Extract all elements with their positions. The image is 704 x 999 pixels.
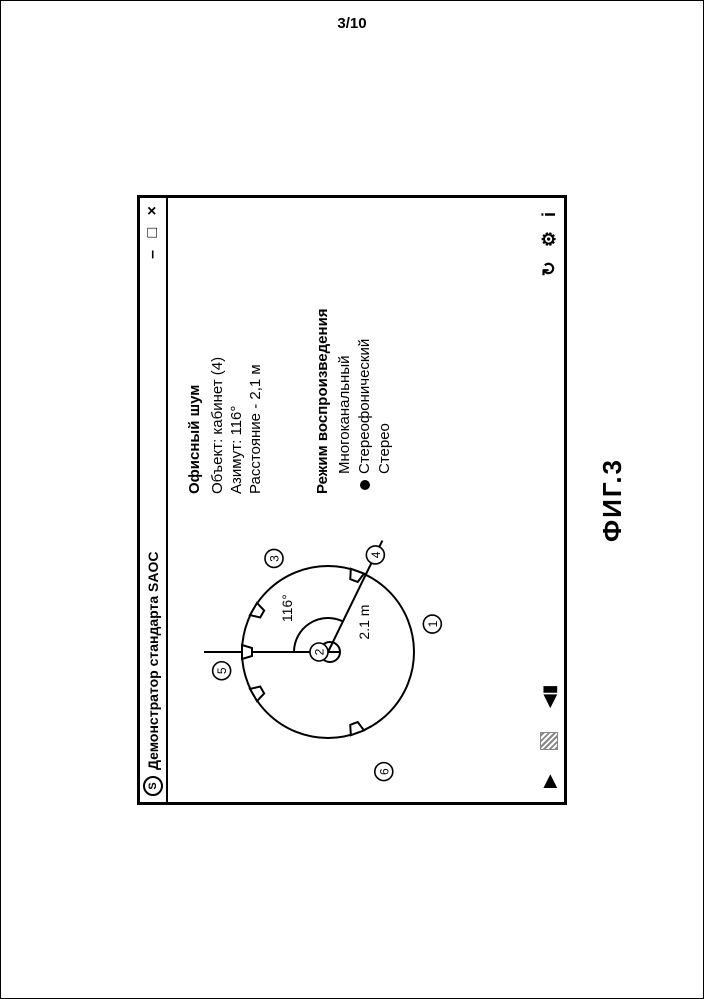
mode-label: Стерео [375, 423, 395, 474]
page-number: 3/10 [1, 15, 703, 32]
svg-text:2: 2 [313, 648, 327, 655]
info-header: Офисный шум [186, 206, 203, 494]
app-window: S Демонстратор стандарта SAOC – □ × 1 2 3 4… [137, 195, 567, 805]
svg-text:5: 5 [215, 667, 229, 674]
modes-header: Режим воспроизведения [314, 206, 331, 494]
mode-label: Стереофонический [355, 338, 375, 473]
window-body: 1 2 3 4 5 6 116° 2.1 m Офисный шум Объект: каби… [168, 198, 532, 802]
figure-caption: ФИГ.3 [597, 195, 628, 805]
page: 3/10 S Демонстратор стандарта SAOC – □ ×… [0, 0, 704, 999]
diagram-svg: 1 2 3 4 5 6 116° 2.1 m [168, 502, 528, 802]
maximize-button[interactable]: □ [144, 225, 161, 237]
mode-option[interactable]: Стерео [375, 206, 395, 490]
svg-text:1: 1 [426, 620, 440, 627]
close-button[interactable]: × [144, 204, 161, 215]
playback-modes: Режим воспроизведения Многоканальный Сте… [314, 206, 395, 494]
mode-option[interactable]: Стереофонический [355, 206, 375, 490]
mode-label: Многоканальный [335, 355, 355, 473]
footer-bar: ▶ ◀▮ ↻ ⚙ i [532, 198, 566, 802]
spatial-diagram[interactable]: 1 2 3 4 5 6 116° 2.1 m [168, 502, 532, 802]
titlebar: S Демонстратор стандарта SAOC – □ × [140, 198, 168, 802]
refresh-button[interactable]: ↻ [539, 261, 560, 276]
svg-text:3: 3 [268, 554, 282, 561]
info-azimuth: Азимут: 116° [228, 206, 245, 494]
radio-dot-selected [360, 480, 370, 490]
window-controls: – □ × [144, 204, 162, 263]
svg-text:4: 4 [369, 551, 383, 558]
app-icon: S [143, 776, 163, 796]
svg-text:6: 6 [377, 767, 391, 774]
minimize-button[interactable]: – [144, 247, 161, 258]
play-button[interactable]: ▶ [539, 774, 560, 788]
info-distance: Расстояние - 2,1 м [247, 206, 264, 494]
info-panel: Офисный шум Объект: кабинет (4) Азимут: … [168, 198, 532, 502]
radio-dot [340, 480, 350, 490]
rotated-stage: S Демонстратор стандарта SAOC – □ × 1 2 3 4… [137, 195, 567, 805]
svg-text:2.1 m: 2.1 m [356, 604, 372, 639]
window-title: Демонстратор стандарта SAOC [145, 551, 161, 769]
pause-button[interactable]: ◀▮ [539, 684, 560, 708]
settings-button[interactable]: ⚙ [539, 231, 560, 247]
mode-option[interactable]: Многоканальный [335, 206, 355, 490]
radio-dot [380, 480, 390, 490]
svg-text:116°: 116° [279, 594, 295, 622]
info-object: Объект: кабинет (4) [209, 206, 226, 494]
info-button[interactable]: i [539, 212, 560, 217]
stop-button[interactable] [540, 732, 558, 750]
